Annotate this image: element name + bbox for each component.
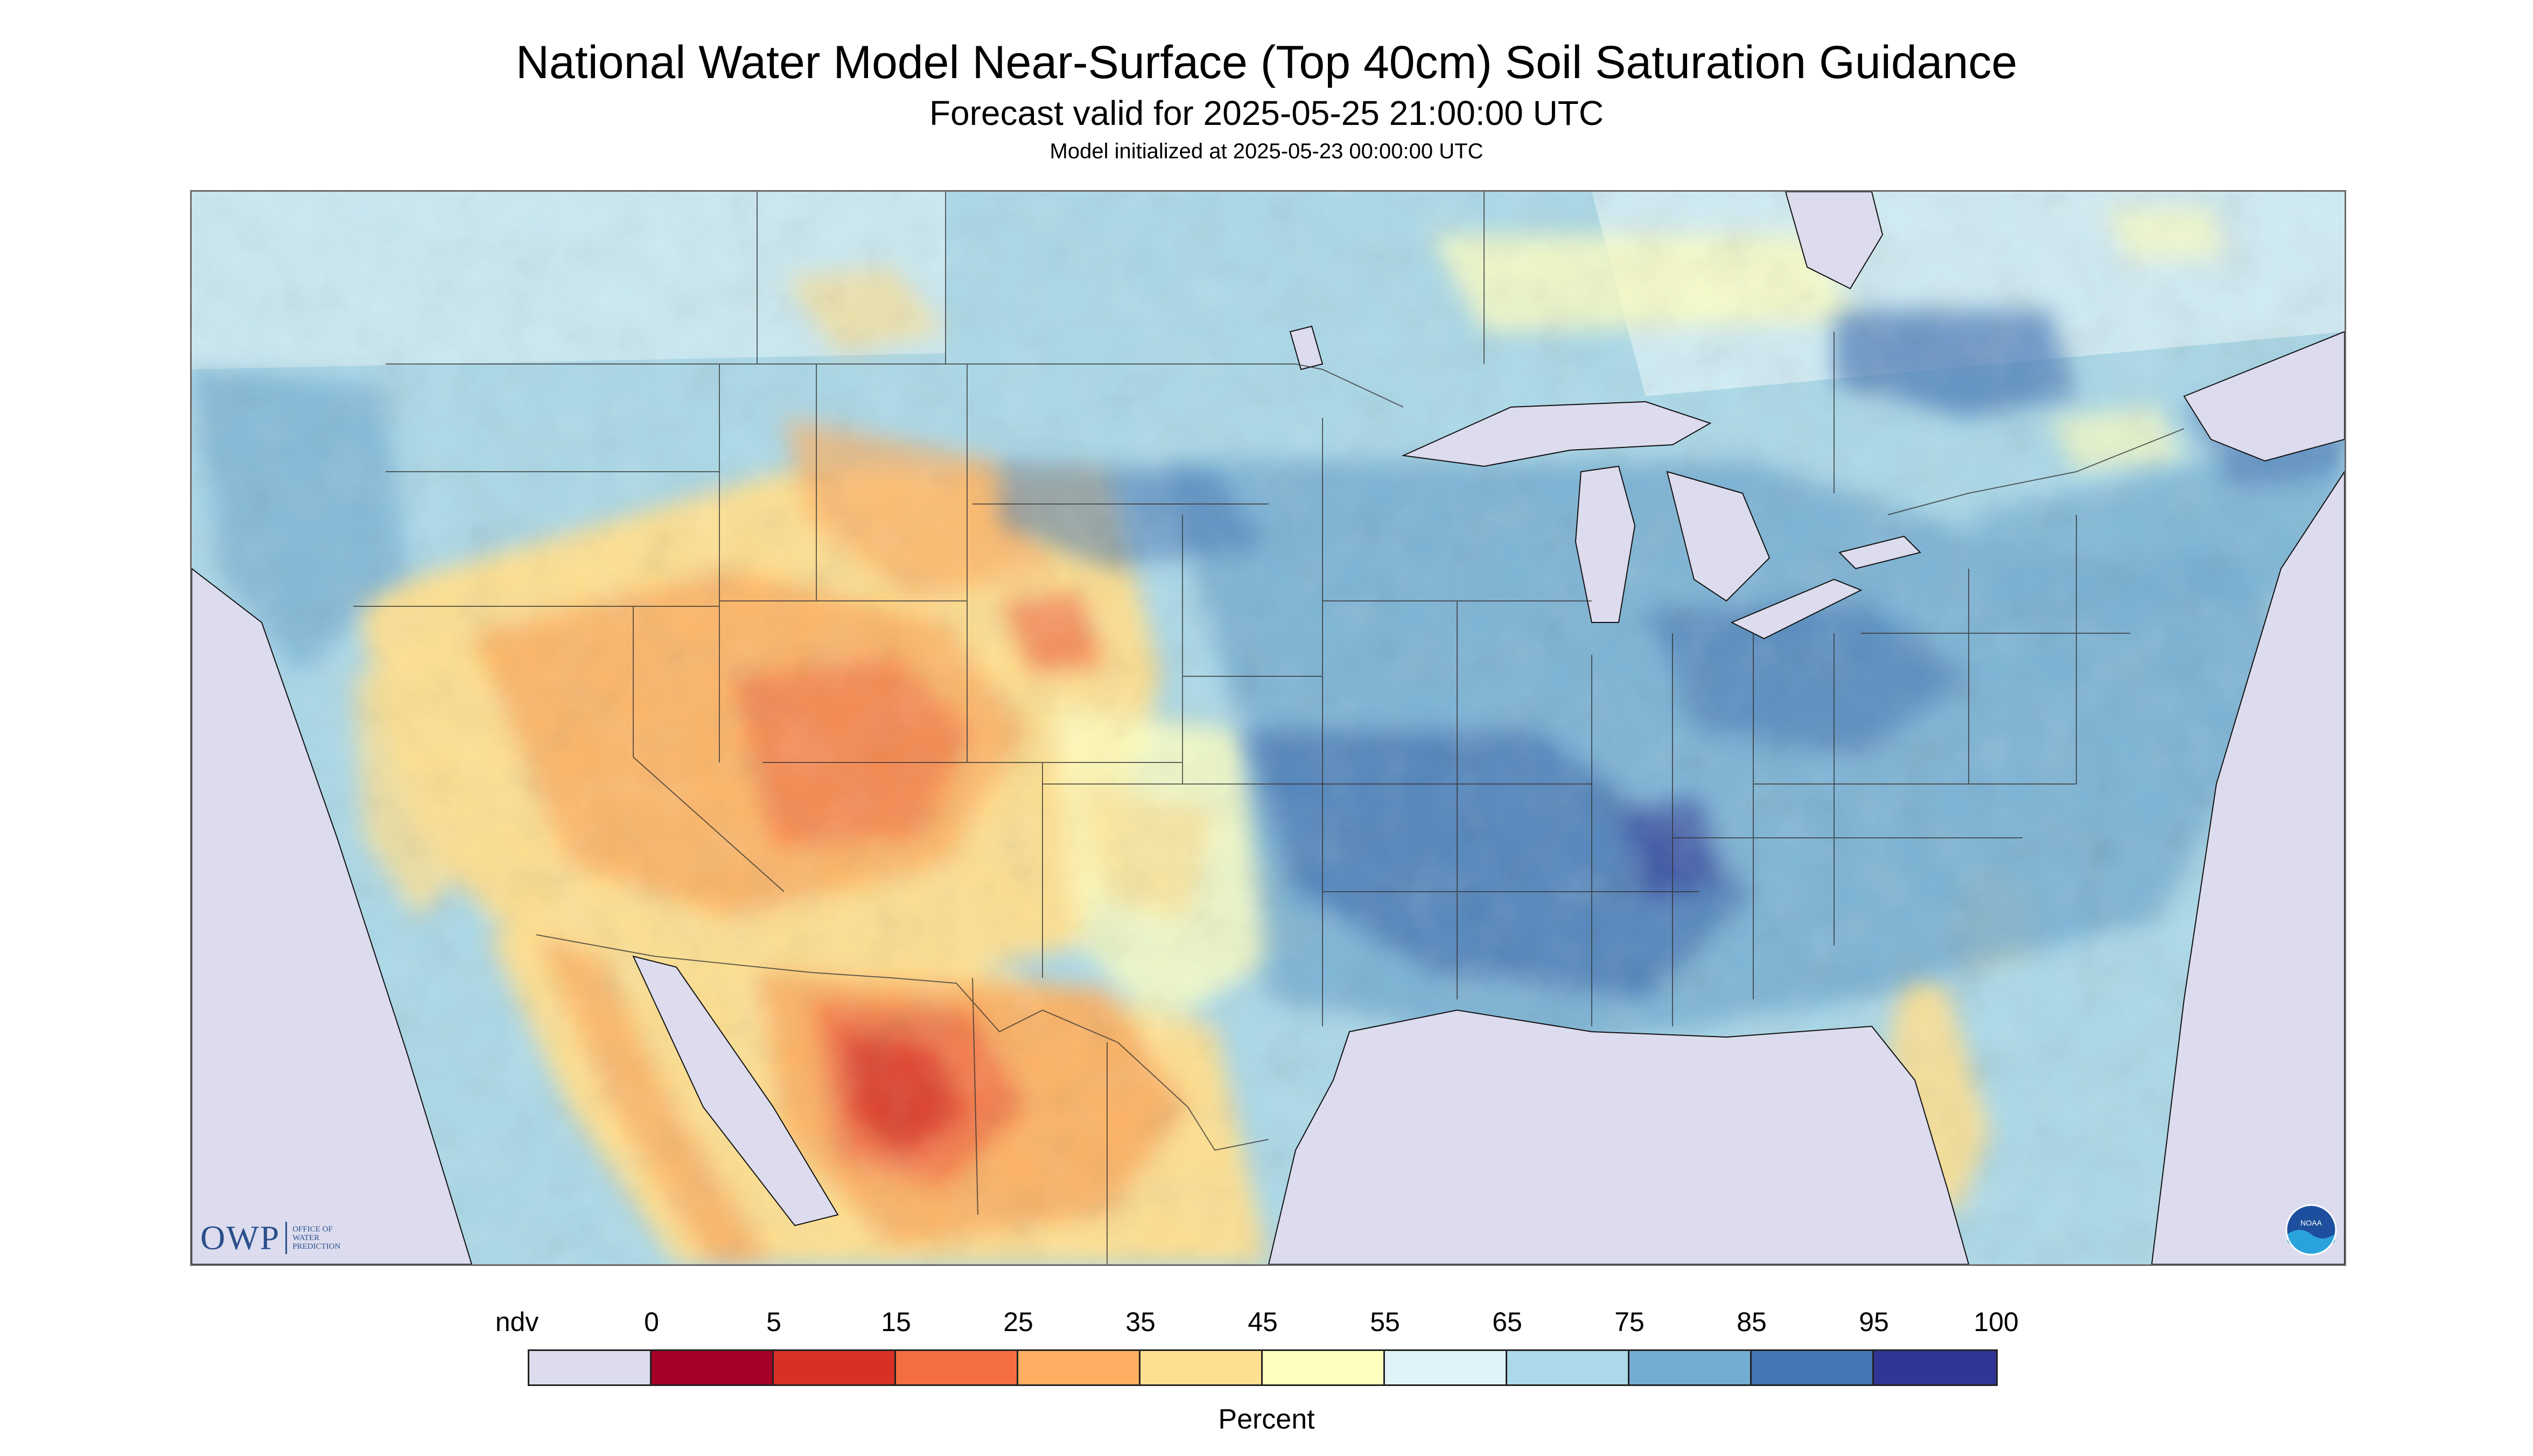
legend-tick-7: 55: [1370, 1307, 1400, 1337]
owp-logo-text: OWP: [200, 1219, 281, 1257]
legend-swatch-10: [1752, 1351, 1874, 1384]
map-canvas: [192, 192, 2345, 1264]
legend-tick-5: 35: [1125, 1307, 1156, 1337]
map-title: National Water Model Near-Surface (Top 4…: [515, 37, 2018, 88]
legend-tick-1: 0: [644, 1307, 659, 1337]
legend-swatch-11: [1874, 1351, 1996, 1384]
legend-swatch-6: [1263, 1351, 1385, 1384]
legend-swatch-4: [1018, 1351, 1140, 1384]
lake-huron: [1666, 471, 1771, 602]
legend-swatch-5: [1140, 1351, 1263, 1384]
noaa-logo-text: NOAA: [2300, 1219, 2322, 1227]
legend-tick-8: 65: [1492, 1307, 1522, 1337]
legend-swatch-3: [896, 1351, 1018, 1384]
legend-ticks: ndv 0 5 15 25 35 45 55 65 75 85 95 100: [495, 1306, 2019, 1339]
lake-ontario: [1838, 535, 1921, 570]
legend-tick-12: 100: [1974, 1307, 2019, 1337]
soil-saturation-map[interactable]: OWP OFFICE OF WATER PREDICTION NOAA: [190, 190, 2346, 1266]
lake-superior: [1401, 401, 1712, 467]
legend-unit-label: Percent: [1218, 1404, 1315, 1435]
forecast-valid-time: Forecast valid for 2025-05-25 21:00:00 U…: [929, 94, 1604, 132]
political-boundaries: [353, 192, 2185, 1264]
legend-swatch-7: [1385, 1351, 1507, 1384]
owp-logo: OWP OFFICE OF WATER PREDICTION: [200, 1218, 340, 1258]
legend-swatch-2: [774, 1351, 896, 1384]
legend-tick-6: 45: [1248, 1307, 1278, 1337]
legend-swatch-1: [652, 1351, 774, 1384]
lake-michigan: [1575, 465, 1636, 623]
legend-swatch-9: [1629, 1351, 1752, 1384]
legend-swatch-8: [1507, 1351, 1629, 1384]
legend-swatch-0: [529, 1351, 652, 1384]
model-init-time: Model initialized at 2025-05-23 00:00:00…: [1049, 139, 1484, 163]
legend-tick-9: 75: [1614, 1307, 1645, 1337]
legend-tick-2: 5: [766, 1307, 781, 1337]
water-bodies: [192, 192, 2345, 1264]
legend-tick-0: ndv: [495, 1307, 539, 1337]
owp-logo-subtext: OFFICE OF WATER PREDICTION: [292, 1225, 341, 1251]
lake-winnipeg: [1289, 325, 1324, 370]
legend-tick-3: 15: [881, 1307, 911, 1337]
color-legend: ndv 0 5 15 25 35 45 55 65 75 85 95 100: [495, 1307, 2019, 1386]
noaa-logo: NOAA: [2285, 1204, 2337, 1256]
legend-tick-11: 95: [1859, 1307, 1889, 1337]
legend-tick-4: 25: [1003, 1307, 1033, 1337]
legend-swatches: [528, 1349, 1998, 1386]
noaa-logo-icon: NOAA: [2285, 1204, 2337, 1256]
legend-tick-10: 85: [1737, 1307, 1767, 1337]
